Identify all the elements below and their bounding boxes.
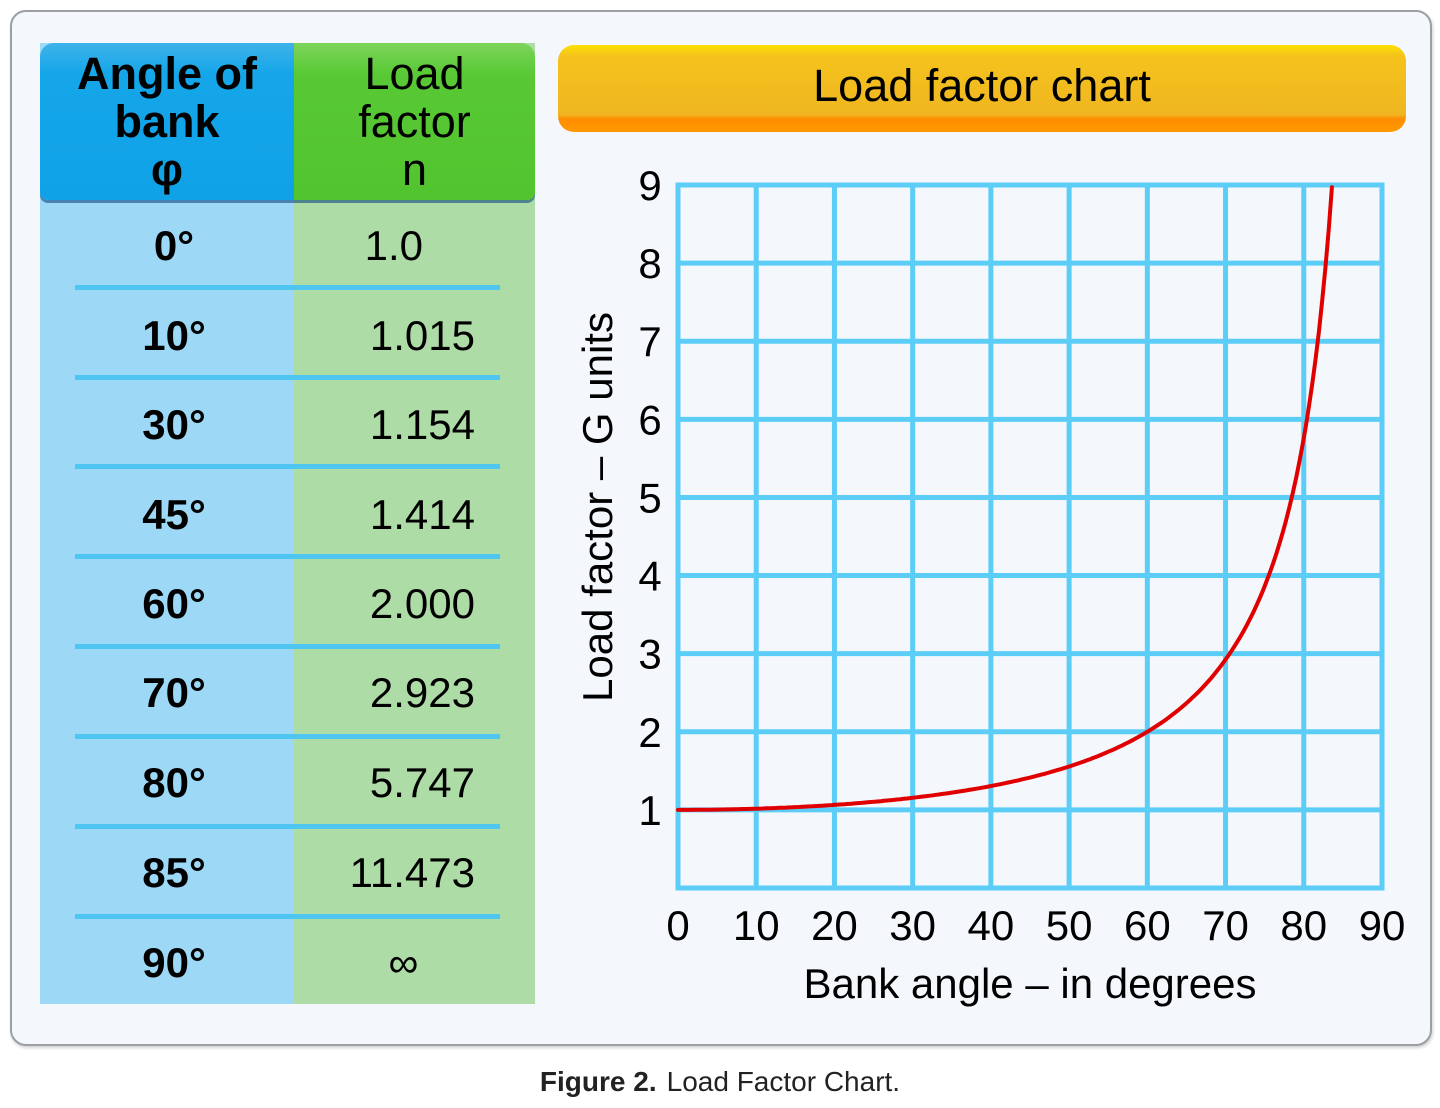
row-divider xyxy=(75,914,500,919)
y-tick-label: 8 xyxy=(638,240,661,287)
y-tick-label: 6 xyxy=(638,396,661,443)
load-factor-header: Load factor n xyxy=(294,43,535,200)
header-line: factor xyxy=(358,95,471,147)
y-tick-label: 3 xyxy=(638,631,661,678)
chart-title-bar: Load factor chart xyxy=(558,45,1406,132)
table-row: 80° 5.747 xyxy=(40,738,535,827)
y-tick-label: 2 xyxy=(638,709,661,756)
x-tick-label: 60 xyxy=(1124,902,1171,949)
load-cell: 1.414 xyxy=(369,490,475,538)
row-divider xyxy=(75,554,500,559)
table-row: 70° 2.923 xyxy=(40,648,535,737)
table-header: Angle of bank φ Load factor n xyxy=(40,43,535,200)
x-tick-label: 0 xyxy=(666,902,689,949)
chart-grid xyxy=(675,182,1385,891)
y-tick-label: 4 xyxy=(638,553,661,600)
row-divider xyxy=(75,375,500,380)
figure-caption: Figure 2. Load Factor Chart. xyxy=(0,1066,1440,1098)
angle-cell: 70° xyxy=(142,668,206,716)
load-cell-infinity: ∞ xyxy=(388,938,419,986)
load-factor-curve xyxy=(676,185,1334,812)
load-cell: 11.473 xyxy=(349,848,475,896)
table-row: 90° ∞ xyxy=(40,918,535,1007)
n-symbol: n xyxy=(401,143,428,195)
load-cell: 2.923 xyxy=(369,668,475,716)
y-axis-ticks: 1 2 3 4 5 6 7 8 9 xyxy=(638,162,661,834)
x-tick-label: 70 xyxy=(1202,902,1249,949)
row-divider xyxy=(75,285,500,290)
table-row: 60° 2.000 xyxy=(40,559,535,648)
table-row: 45° 1.414 xyxy=(40,470,535,559)
x-tick-label: 90 xyxy=(1359,902,1406,949)
phi-symbol: φ xyxy=(150,143,184,195)
header-line: Angle of xyxy=(77,47,257,99)
angle-cell: 10° xyxy=(142,311,206,359)
caption-text: Load Factor Chart. xyxy=(666,1066,901,1097)
caption-label: Figure 2. xyxy=(539,1066,657,1097)
y-tick-label: 5 xyxy=(638,474,661,521)
x-tick-label: 10 xyxy=(733,902,780,949)
row-divider xyxy=(75,734,500,739)
angle-cell: 80° xyxy=(142,758,206,806)
table-row: 30° 1.154 xyxy=(40,380,535,469)
x-tick-label: 30 xyxy=(889,902,936,949)
angle-cell: 85° xyxy=(142,848,206,896)
load-cell: 2.000 xyxy=(369,579,475,627)
y-tick-label: 1 xyxy=(638,787,661,834)
table-row: 10° 1.015 xyxy=(40,291,535,380)
load-cell: 5.747 xyxy=(369,758,475,806)
angle-of-bank-header: Angle of bank φ xyxy=(40,43,294,200)
y-tick-label: 7 xyxy=(638,318,661,365)
header-line: Load xyxy=(364,47,465,99)
load-column-background xyxy=(294,43,535,1004)
angle-cell: 45° xyxy=(142,490,206,538)
load-cell: 1.015 xyxy=(369,311,475,359)
angle-cell: 0° xyxy=(153,221,195,269)
angle-cell: 30° xyxy=(142,400,206,448)
x-axis-ticks: 0 10 20 30 40 50 60 70 80 90 xyxy=(666,902,1405,949)
row-divider xyxy=(75,644,500,649)
y-axis-label: Load factor – G units xyxy=(574,312,621,702)
angle-column-background xyxy=(40,43,294,1004)
table-row: 85° 11.473 xyxy=(40,828,535,917)
x-tick-label: 20 xyxy=(811,902,858,949)
load-cell: 1.0 xyxy=(364,221,423,269)
y-tick-label: 9 xyxy=(638,162,661,209)
row-divider xyxy=(75,464,500,469)
angle-cell: 90° xyxy=(142,938,206,986)
angle-cell: 60° xyxy=(142,579,206,627)
row-divider xyxy=(75,824,500,829)
x-tick-label: 80 xyxy=(1280,902,1327,949)
x-tick-label: 40 xyxy=(968,902,1015,949)
x-axis-label: Bank angle – in degrees xyxy=(804,960,1257,1007)
load-cell: 1.154 xyxy=(369,400,475,448)
x-tick-label: 50 xyxy=(1046,902,1093,949)
table-row: 0° 1.0 xyxy=(40,201,535,290)
load-factor-table: Angle of bank φ Load factor n 0° 1.0 10°… xyxy=(40,43,535,1004)
header-line: bank xyxy=(114,95,220,147)
